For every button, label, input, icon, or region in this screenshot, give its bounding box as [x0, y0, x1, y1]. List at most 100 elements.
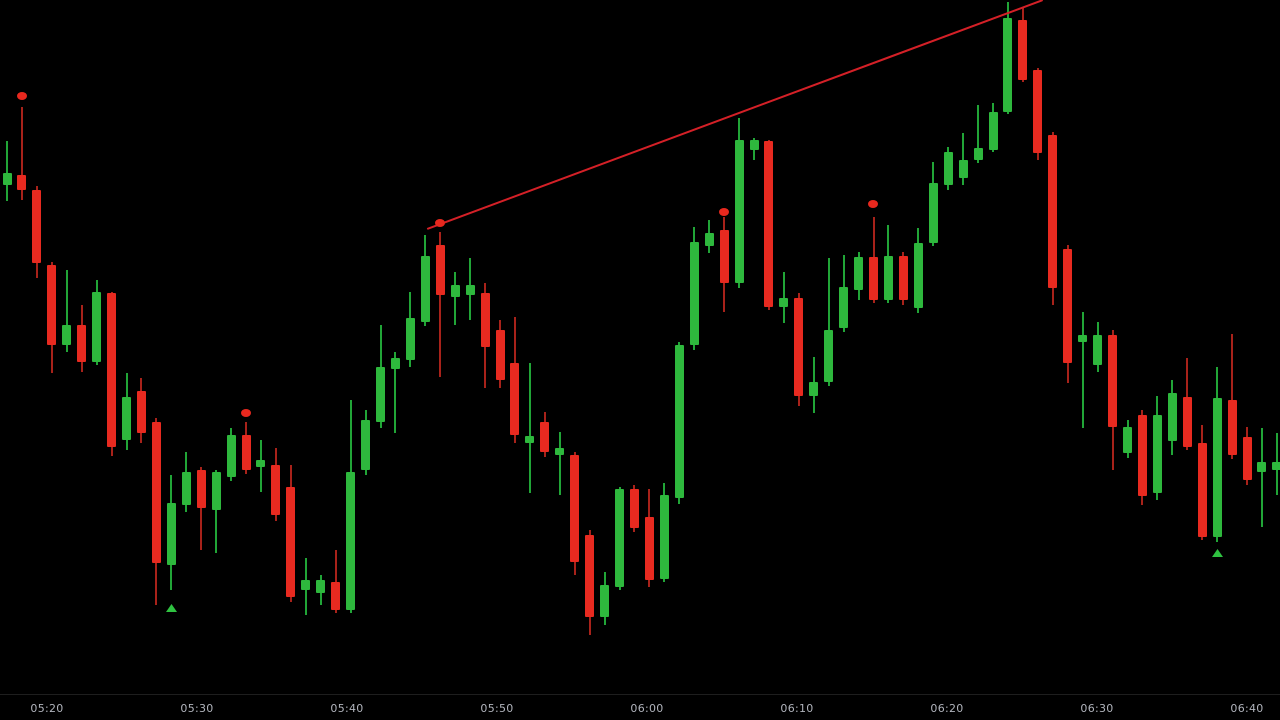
candle-body-05:40: [346, 472, 356, 610]
candle-wick: [334, 550, 337, 613]
time-tick-label: 06:00: [630, 702, 664, 715]
candle-body-05:57: [600, 585, 610, 617]
candle-body-06:10: [794, 298, 804, 396]
candle-body-06:18: [913, 243, 923, 308]
candle-wick: [528, 363, 531, 493]
candle-body-06:19: [928, 183, 938, 243]
candle-body-06:42: [1272, 462, 1280, 470]
candle-wick: [977, 105, 980, 163]
candle-body-06:04: [704, 233, 714, 246]
sell-signal-marker: [719, 208, 729, 216]
candle-body-05:19: [32, 190, 42, 263]
candle-body-05:55: [570, 455, 580, 562]
time-axis[interactable]: 05:20 05:30 05:40 05:50 06:00 06:10 06:20 06:30…: [0, 694, 1280, 720]
candle-wick: [439, 232, 442, 377]
candle-body-05:33: [241, 435, 251, 470]
candle-body-05:56: [585, 535, 595, 617]
time-tick-label: 06:20: [930, 702, 964, 715]
candle-body-05:17: [2, 173, 12, 185]
candle-body-06:23: [988, 112, 998, 150]
candle-body-06:28: [1063, 249, 1073, 363]
candle-body-05:31: [211, 472, 221, 510]
candle-body-05:47: [450, 285, 460, 297]
candle-body-05:42: [376, 367, 385, 422]
candle-body-06:05: [719, 230, 729, 283]
candle-wick: [1260, 428, 1263, 527]
candle-body-06:17: [898, 256, 908, 300]
candle-body-06:15: [869, 257, 879, 300]
candle-body-05:59: [629, 489, 639, 528]
candle-body-06:09: [779, 298, 789, 307]
candle-wick: [394, 352, 397, 433]
time-tick-label: 05:50: [480, 702, 514, 715]
candle-body-06:32: [1123, 427, 1132, 453]
candle-body-06:27: [1048, 135, 1058, 288]
sell-signal-marker: [435, 219, 445, 227]
candle-body-05:43: [390, 358, 400, 369]
candle-body-05:54: [555, 448, 565, 455]
candle-body-05:29: [181, 472, 191, 505]
time-tick-label: 06:10: [780, 702, 814, 715]
candle-body-05:45: [420, 256, 430, 322]
candle-body-05:39: [331, 582, 341, 610]
candle-body-06:41: [1257, 462, 1267, 472]
candle-body-05:23: [92, 292, 102, 362]
candle-body-05:34: [256, 460, 266, 467]
candle-body-05:46: [435, 245, 445, 295]
time-tick-label: 06:30: [1080, 702, 1114, 715]
candle-body-05:30: [196, 470, 206, 508]
candle-body-06:29: [1078, 335, 1088, 342]
candle-body-05:38: [316, 580, 326, 593]
candle-body-06:13: [839, 287, 849, 328]
candle-body-06:25: [1018, 20, 1028, 80]
candle-body-06:26: [1033, 70, 1043, 153]
time-tick-label: 05:40: [330, 702, 364, 715]
candle-wick: [1231, 334, 1234, 459]
candle-body-06:33: [1137, 415, 1147, 496]
candle-body-06:08: [764, 141, 774, 307]
candle-body-05:58: [615, 489, 625, 587]
candle-body-05:50: [495, 330, 505, 380]
candle-body-06:36: [1182, 397, 1192, 447]
candle-body-05:52: [525, 436, 535, 443]
candle-wick: [454, 272, 457, 325]
candle-body-06:35: [1167, 393, 1177, 441]
candle-body-06:01: [659, 495, 669, 579]
candle-wick: [6, 141, 8, 201]
candle-body-06:38: [1212, 398, 1222, 537]
candle-body-05:18: [17, 175, 27, 190]
candle-body-05:25: [122, 397, 132, 440]
candle-body-06:00: [644, 517, 654, 580]
candle-wick: [827, 258, 830, 386]
buy-signal-marker: [1212, 549, 1223, 557]
candle-wick: [215, 470, 218, 553]
chart-plot-area[interactable]: [0, 0, 1280, 694]
candle-body-05:22: [77, 325, 87, 362]
candle-body-05:37: [301, 580, 311, 590]
axis-separator-line: [0, 694, 1280, 695]
candle-body-05:51: [510, 363, 520, 435]
candle-body-05:28: [166, 503, 176, 565]
candle-body-05:35: [271, 465, 281, 515]
candle-body-05:36: [286, 487, 296, 597]
candle-wick: [200, 467, 203, 550]
candle-body-05:27: [151, 422, 161, 563]
candle-body-06:06: [734, 140, 744, 283]
candle-body-06:31: [1108, 335, 1118, 427]
candle-body-05:41: [361, 420, 371, 470]
candle-body-05:44: [405, 318, 415, 360]
sell-signal-marker: [241, 409, 251, 417]
time-tick-label: 05:30: [180, 702, 214, 715]
candle-body-06:39: [1227, 400, 1237, 455]
candle-body-05:48: [465, 285, 475, 295]
candle-body-06:11: [809, 382, 819, 396]
candle-body-06:07: [749, 140, 759, 150]
time-tick-label: 05:20: [30, 702, 64, 715]
candle-body-06:24: [1003, 18, 1013, 112]
candle-body-06:16: [883, 256, 893, 300]
candle-wick: [65, 270, 68, 352]
candle-body-06:22: [973, 148, 983, 160]
candle-wick: [782, 272, 785, 323]
sell-signal-marker: [17, 92, 27, 100]
